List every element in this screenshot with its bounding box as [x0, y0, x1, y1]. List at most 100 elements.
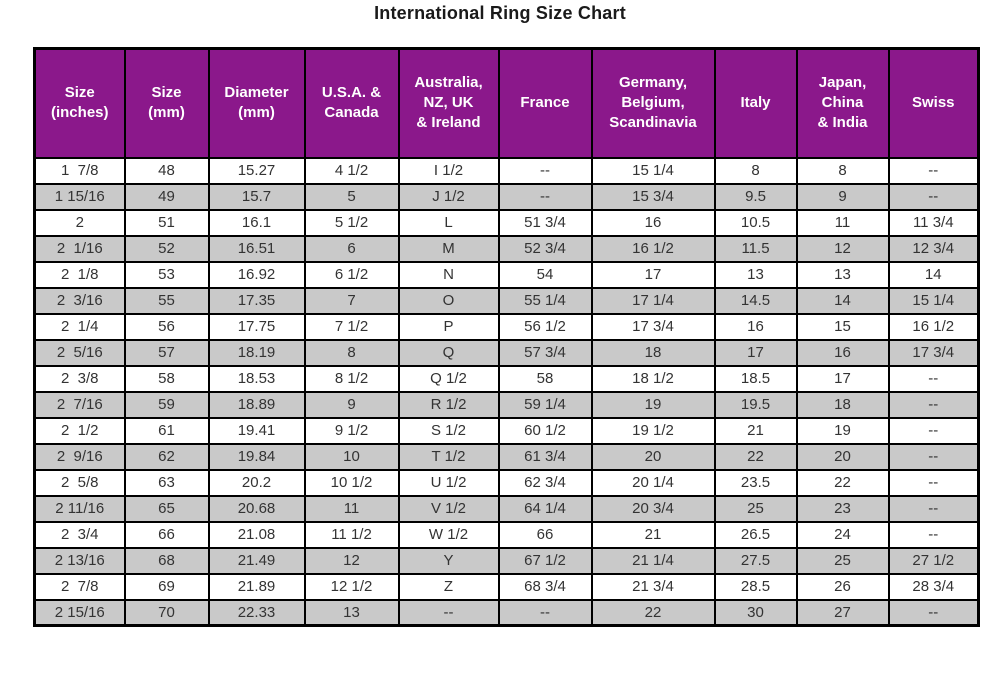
- table-row: 2 7/8 69 21.89 12 1/2 Z 68 3/4 21 3/4 28.5 26 28 …: [33, 572, 980, 601]
- table-cell: 13: [795, 260, 890, 289]
- table-cell: N: [397, 260, 500, 289]
- table-cell: 58: [497, 364, 593, 393]
- table-cell: 22: [590, 598, 716, 627]
- table-cell: 16 1/2: [590, 234, 716, 263]
- table-cell: 23: [795, 494, 890, 523]
- table-cell: 12: [795, 234, 890, 263]
- table-cell: 2 13/16: [33, 546, 126, 575]
- table-row: 2 13/16 68 21.49 12 Y 67 1/2 21 1/4 27.5 25 27 1/…: [33, 546, 980, 575]
- table-cell: --: [887, 182, 980, 211]
- table-cell: 2: [33, 208, 126, 237]
- table-cell: 17.75: [207, 312, 306, 341]
- table-cell: 24: [795, 520, 890, 549]
- table-cell: 65: [123, 494, 210, 523]
- table-cell: --: [397, 598, 500, 627]
- table-cell: 59: [123, 390, 210, 419]
- table-cell: 20 3/4: [590, 494, 716, 523]
- table-cell: 18.89: [207, 390, 306, 419]
- table-cell: 11 3/4: [887, 208, 980, 237]
- ring-size-table: Size (inches) Size (mm) Diameter (mm) U.S.A…: [33, 47, 980, 627]
- table-cell: 30: [713, 598, 798, 627]
- table-cell: 22: [713, 442, 798, 471]
- table-cell: 58: [123, 364, 210, 393]
- table-row: 2 11/16 65 20.68 11 V 1/2 64 1/4 20 3/4 25 23 --: [33, 494, 980, 523]
- table-cell: 10: [303, 442, 400, 471]
- table-cell: 6: [303, 234, 400, 263]
- table-cell: 21: [590, 520, 716, 549]
- table-cell: --: [887, 390, 980, 419]
- table-cell: 16.51: [207, 234, 306, 263]
- table-cell: 59 1/4: [497, 390, 593, 419]
- table-row: 2 15/16 70 22.33 13 -- -- 22 30 27 --: [33, 598, 980, 627]
- table-cell: --: [887, 520, 980, 549]
- table-cell: 16.92: [207, 260, 306, 289]
- table-cell: 17.35: [207, 286, 306, 315]
- table-cell: 22.33: [207, 598, 306, 627]
- table-cell: --: [887, 494, 980, 523]
- table-cell: 14.5: [713, 286, 798, 315]
- table-cell: 27.5: [713, 546, 798, 575]
- table-cell: 67 1/2: [497, 546, 593, 575]
- table-row: 1 15/16 49 15.7 5 J 1/2 -- 15 3/4 9.5 9 --: [33, 182, 980, 211]
- table-cell: 16 1/2: [887, 312, 980, 341]
- table-cell: 4 1/2: [303, 156, 400, 185]
- table-cell: 66: [123, 520, 210, 549]
- column-header: U.S.A. & Canada: [303, 47, 400, 159]
- column-header: Diameter (mm): [207, 47, 306, 159]
- table-cell: 2 7/16: [33, 390, 126, 419]
- table-cell: 8: [713, 156, 798, 185]
- table-cell: 2 3/4: [33, 520, 126, 549]
- table-row: 2 1/8 53 16.92 6 1/2 N 54 17 13 13 14: [33, 260, 980, 289]
- table-body: 1 7/8 48 15.27 4 1/2 I 1/2 -- 15 1/4 8 8 -- 1 15/1…: [33, 156, 980, 627]
- table-cell: 17: [590, 260, 716, 289]
- table-row: 2 1/16 52 16.51 6 M 52 3/4 16 1/2 11.5 12 12 3/4: [33, 234, 980, 263]
- table-cell: 18: [590, 338, 716, 367]
- header-row: Size (inches) Size (mm) Diameter (mm) U.S.A…: [33, 47, 980, 159]
- table-cell: 26.5: [713, 520, 798, 549]
- table-cell: 2 7/8: [33, 572, 126, 601]
- table-row: 1 7/8 48 15.27 4 1/2 I 1/2 -- 15 1/4 8 8 --: [33, 156, 980, 185]
- table-cell: 1 7/8: [33, 156, 126, 185]
- table-cell: 7 1/2: [303, 312, 400, 341]
- table-cell: 19.5: [713, 390, 798, 419]
- table-cell: 12: [303, 546, 400, 575]
- column-header: France: [497, 47, 593, 159]
- table-cell: 2 3/16: [33, 286, 126, 315]
- table-cell: 69: [123, 572, 210, 601]
- table-cell: 16: [795, 338, 890, 367]
- table-cell: 9: [303, 390, 400, 419]
- table-row: 2 3/8 58 18.53 8 1/2 Q 1/2 58 18 1/2 18.5 17 --: [33, 364, 980, 393]
- table-cell: 49: [123, 182, 210, 211]
- table-cell: 2 15/16: [33, 598, 126, 627]
- table-cell: 10 1/2: [303, 468, 400, 497]
- table-cell: 66: [497, 520, 593, 549]
- table-cell: 17 3/4: [590, 312, 716, 341]
- table-cell: 2 1/8: [33, 260, 126, 289]
- table-cell: 18 1/2: [590, 364, 716, 393]
- table-cell: U 1/2: [397, 468, 500, 497]
- table-cell: R 1/2: [397, 390, 500, 419]
- table-cell: 16.1: [207, 208, 306, 237]
- column-header: Size (inches): [33, 47, 126, 159]
- table-cell: 19: [795, 416, 890, 445]
- table-cell: 15.7: [207, 182, 306, 211]
- table-cell: 18.53: [207, 364, 306, 393]
- table-cell: J 1/2: [397, 182, 500, 211]
- table-row: 2 51 16.1 5 1/2 L 51 3/4 16 10.5 11 11 3/4: [33, 208, 980, 237]
- table-row: 2 7/16 59 18.89 9 R 1/2 59 1/4 19 19.5 18 --: [33, 390, 980, 419]
- table-cell: 20 1/4: [590, 468, 716, 497]
- table-cell: 21.08: [207, 520, 306, 549]
- page-title: International Ring Size Chart: [374, 3, 626, 23]
- table-cell: 62 3/4: [497, 468, 593, 497]
- table-cell: 60 1/2: [497, 416, 593, 445]
- table-cell: 22: [795, 468, 890, 497]
- table-cell: 27 1/2: [887, 546, 980, 575]
- table-cell: 9.5: [713, 182, 798, 211]
- table-cell: W 1/2: [397, 520, 500, 549]
- table-row: 2 3/4 66 21.08 11 1/2 W 1/2 66 21 26.5 24 --: [33, 520, 980, 549]
- table-cell: 27: [795, 598, 890, 627]
- table-cell: M: [397, 234, 500, 263]
- table-cell: 20.68: [207, 494, 306, 523]
- table-cell: 19.84: [207, 442, 306, 471]
